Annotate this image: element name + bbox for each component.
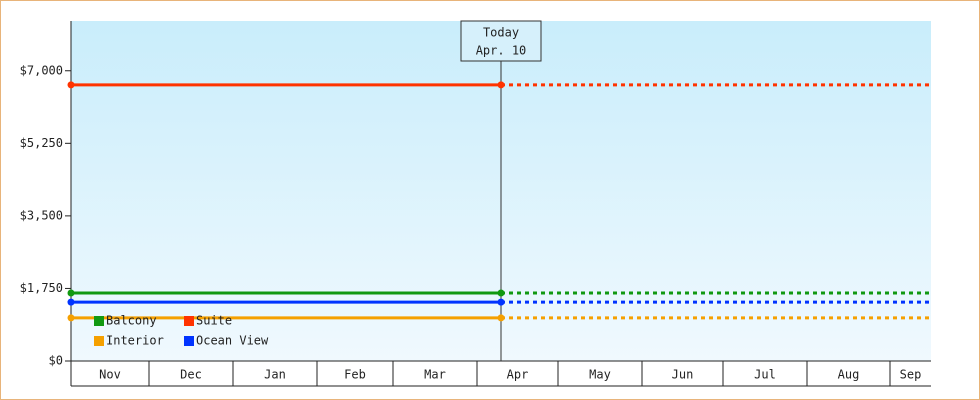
series-point xyxy=(67,298,75,306)
series-point xyxy=(497,298,505,306)
legend-swatch xyxy=(184,316,194,326)
y-tick-label: $5,250 xyxy=(20,136,63,150)
y-tick-label: $1,750 xyxy=(20,281,63,295)
x-tick-label: Dec xyxy=(180,368,202,382)
x-tick-label: Nov xyxy=(99,368,121,382)
series-point xyxy=(67,314,75,322)
series-point xyxy=(497,289,505,297)
series-point xyxy=(67,289,75,297)
legend-label: Ocean View xyxy=(196,334,269,348)
series-point xyxy=(67,81,75,89)
series-point xyxy=(497,314,505,322)
today-date: Apr. 10 xyxy=(476,44,527,58)
x-tick-label: Apr xyxy=(507,368,529,382)
series-point xyxy=(497,81,505,89)
x-tick-label: Jun xyxy=(672,368,694,382)
legend-swatch xyxy=(94,316,104,326)
legend-swatch xyxy=(94,336,104,346)
x-tick-label: Jan xyxy=(264,368,286,382)
y-tick-label: $3,500 xyxy=(20,208,63,222)
y-tick-label: $0 xyxy=(49,354,63,368)
y-tick-label: $7,000 xyxy=(20,63,63,77)
legend-label: Balcony xyxy=(106,314,157,328)
x-tick-label: Jul xyxy=(754,368,776,382)
today-box xyxy=(460,20,542,62)
x-tick-label: Sep xyxy=(900,368,922,382)
today-label: Today xyxy=(483,26,519,40)
x-tick-label: Aug xyxy=(838,368,860,382)
legend-swatch xyxy=(184,336,194,346)
legend-label: Suite xyxy=(196,314,232,328)
x-tick-label: May xyxy=(589,368,611,382)
legend-label: Interior xyxy=(106,334,164,348)
x-tick-label: Mar xyxy=(424,368,446,382)
x-tick-label: Feb xyxy=(344,368,366,382)
